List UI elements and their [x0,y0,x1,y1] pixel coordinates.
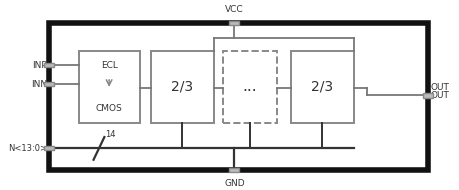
Text: CMOS: CMOS [95,104,122,113]
Text: INP: INP [32,61,47,70]
Bar [78,51,139,123]
Text: OUT: OUT [430,91,448,100]
Text: N<13:0>: N<13:0> [8,144,47,153]
Bar [151,51,213,123]
Bar [290,51,353,123]
Text: 14: 14 [105,130,115,139]
Bar [423,93,432,97]
Bar [44,146,54,150]
Text: ...: ... [242,79,257,94]
Text: OUT: OUT [430,83,448,92]
Text: INN: INN [31,80,47,89]
Bar [44,63,54,67]
Bar [49,23,427,170]
Bar [229,168,239,172]
Text: GND: GND [224,179,244,188]
Bar [229,21,239,25]
Text: 2/3: 2/3 [171,80,193,94]
Bar [44,82,54,86]
Bar [223,51,277,123]
Text: 2/3: 2/3 [311,80,333,94]
Text: VCC: VCC [224,5,243,14]
Text: ECL: ECL [101,61,118,70]
